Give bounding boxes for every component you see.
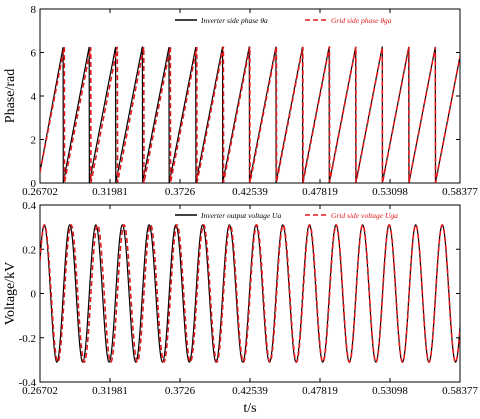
legend-label: Grid side voltage Uga xyxy=(331,211,398,220)
y-tick-label: 2 xyxy=(31,135,37,147)
x-tick-label: 0.47819 xyxy=(302,385,338,397)
series-line-grid xyxy=(40,46,460,183)
x-tick-label: 0.42539 xyxy=(232,385,268,397)
y-tick-label: 0.4 xyxy=(22,200,36,212)
voltage-chart: 0.26702 0.31981 0.3726 0.42539 0.47819 0.5309… xyxy=(3,200,478,416)
x-tick-label: 0.53098 xyxy=(372,186,408,198)
legend-label: Grid side phase θga xyxy=(331,16,392,25)
series-line-inverter xyxy=(40,224,460,363)
x-tick-label: 0.42539 xyxy=(232,186,268,198)
legend: Inverter side phase θa Grid side phase θg… xyxy=(175,16,392,25)
y-tick-label: -0.2 xyxy=(19,333,36,345)
y-tick-label: 8 xyxy=(31,4,37,16)
x-tick-label: 0.47819 xyxy=(302,186,338,198)
legend-label: Inverter output voltage Ua xyxy=(200,211,281,220)
x-tick-label: 0.58377 xyxy=(442,186,478,198)
x-tick-label: 0.26702 xyxy=(22,385,58,397)
y-axis-title: Voltage/kV xyxy=(3,262,18,326)
series-line-grid xyxy=(40,224,460,363)
x-tick-label: 0.26702 xyxy=(22,186,58,198)
phase-chart: 0.26702 0.31981 0.3726 0.42539 0.47819 0.5309… xyxy=(3,4,478,198)
y-tick-label: 0 xyxy=(31,289,37,301)
x-tick-label: 0.58377 xyxy=(442,385,478,397)
y-tick-label: -0.4 xyxy=(19,377,37,389)
y-axis-title: Phase/rad xyxy=(3,69,18,123)
y-tick-label: 0.2 xyxy=(22,244,36,256)
x-axis-title: t/s xyxy=(243,401,256,416)
y-tick-label: 6 xyxy=(31,48,37,60)
legend: Inverter output voltage Ua Grid side volt… xyxy=(175,211,398,220)
y-tick-label: 4 xyxy=(31,91,37,103)
x-tick-label: 0.53098 xyxy=(372,385,408,397)
x-tick-label: 0.3726 xyxy=(165,385,196,397)
x-tick-label: 0.3726 xyxy=(165,186,196,198)
y-tick-label: 0 xyxy=(31,178,37,190)
x-tick-label: 0.31981 xyxy=(92,385,128,397)
legend-label: Inverter side phase θa xyxy=(200,16,268,25)
x-tick-label: 0.31981 xyxy=(92,186,128,198)
